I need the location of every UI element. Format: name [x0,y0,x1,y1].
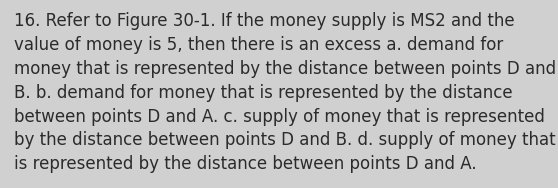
Text: 16. Refer to Figure 30-1. If the money supply is MS2 and the
value of money is 5: 16. Refer to Figure 30-1. If the money s… [14,12,556,173]
